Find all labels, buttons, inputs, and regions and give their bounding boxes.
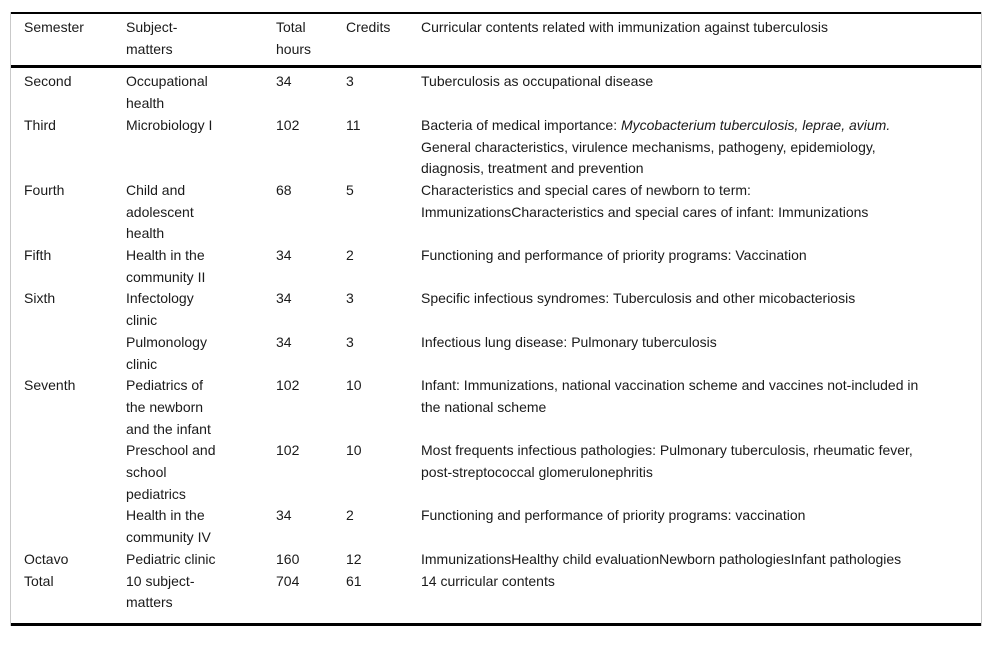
credits-cell: 12 [346, 550, 362, 567]
credits-cell: 2 [346, 247, 354, 264]
hours-cell: 102 [276, 442, 300, 459]
content-segment: 14 curricular contents [421, 572, 555, 589]
hours-cell: 34 [276, 333, 292, 350]
table-row: Sixth Infectology clinic 34 3 Specific i… [11, 288, 981, 331]
content-cell: Infant: Immunizations, national vaccinat… [421, 375, 981, 440]
subject-cell: 10 subject-matters [126, 572, 195, 611]
table-row: Total 10 subject-matters 704 61 14 curri… [11, 571, 981, 625]
subject-cell: Pediatric clinic [126, 550, 216, 567]
content-cell: Specific infectious syndromes: Tuberculo… [421, 288, 981, 331]
semester-cell [11, 440, 126, 505]
content-cell: ImmunizationsHealthy child evaluationNew… [421, 549, 981, 571]
credits-cell: 3 [346, 290, 354, 307]
credits-cell: 10 [346, 442, 362, 459]
table-row: Pulmonology clinic 34 3 Infectious lung … [11, 332, 981, 375]
hours-cell: 160 [276, 550, 300, 567]
curriculum-table: Semester Subject-matters Total hours Cre… [11, 12, 981, 626]
column-header-semester: Semester [11, 13, 126, 69]
content-segment-italic: Mycobacterium tuberculosis, leprae, aviu… [620, 116, 891, 133]
content-cell: Tuberculosis as occupational disease [421, 67, 981, 115]
content-cell: Functioning and performance of priority … [421, 245, 981, 288]
credits-cell: 10 [346, 377, 362, 394]
column-header-total-hours: Total hours [276, 13, 346, 69]
table-row: Third Microbiology I 102 11 Bacteria of … [11, 115, 981, 180]
subject-cell: Pulmonology clinic [126, 333, 207, 372]
table-body: Second Occupational health 34 3 Tubercul… [11, 67, 981, 625]
content-segment: Specific infectious syndromes: Tuberculo… [421, 290, 856, 307]
content-segment: Most frequents infectious pathologies: P… [421, 442, 913, 481]
table-header: Semester Subject-matters Total hours Cre… [11, 13, 981, 69]
content-cell: Characteristics and special cares of new… [421, 180, 981, 245]
table-figure: Semester Subject-matters Total hours Cre… [10, 12, 982, 626]
hours-cell: 102 [276, 377, 300, 394]
semester-cell: Total [24, 572, 54, 589]
credits-cell: 2 [346, 507, 354, 524]
subject-cell: Health in the community II [126, 247, 206, 285]
semester-cell: Second [24, 73, 72, 90]
table-row: Octavo Pediatric clinic 160 12 Immunizat… [11, 549, 981, 571]
credits-cell: 5 [346, 181, 354, 198]
credits-cell: 3 [346, 333, 354, 350]
column-header-subject-matters: Subject-matters [126, 13, 276, 69]
subject-cell: Microbiology I [126, 116, 213, 133]
subject-cell: Health in the community IV [126, 507, 211, 546]
content-segment: Characteristics and special cares of new… [421, 181, 869, 220]
semester-cell [11, 332, 126, 375]
hours-cell: 34 [276, 507, 292, 524]
column-header-credits: Credits [346, 13, 421, 69]
hours-cell: 34 [276, 73, 292, 90]
table-row: Fifth Health in the community II 34 2 Fu… [11, 245, 981, 288]
content-cell: Functioning and performance of priority … [421, 505, 981, 548]
hours-cell: 704 [276, 572, 300, 589]
subject-cell: Child and adolescent health [126, 181, 194, 242]
credits-cell: 3 [346, 73, 354, 90]
subject-cell: Occupational health [126, 73, 208, 112]
subject-cell: Pediatrics of the newborn and the infant [126, 377, 211, 437]
table-row: Preschool and school pediatrics 102 10 M… [11, 440, 981, 505]
semester-cell: Fourth [24, 181, 65, 198]
content-segment: Functioning and performance of priority … [421, 507, 806, 524]
content-segment: General characteristics, virulence mecha… [421, 138, 876, 177]
content-cell: 14 curricular contents [421, 571, 981, 625]
table-row: Health in the community IV 34 2 Function… [11, 505, 981, 548]
credits-cell: 11 [346, 116, 361, 133]
hours-cell: 68 [276, 181, 292, 198]
content-segment: Functioning and performance of priority … [421, 247, 807, 264]
table-row: Fourth Child and adolescent health 68 5 … [11, 180, 981, 245]
hours-cell: 34 [276, 290, 292, 307]
subject-cell: Preschool and school pediatrics [126, 442, 216, 502]
credits-cell: 61 [346, 572, 362, 589]
hours-cell: 102 [276, 116, 300, 133]
semester-cell: Octavo [24, 550, 69, 567]
content-cell: Bacteria of medical importance: Mycobact… [421, 115, 981, 180]
header-row: Semester Subject-matters Total hours Cre… [11, 13, 981, 69]
semester-cell: Fifth [24, 247, 52, 264]
content-segment: Bacteria of medical importance: [421, 116, 621, 133]
content-segment: Infectious lung disease: Pulmonary tuber… [421, 333, 717, 350]
subject-cell: Infectology clinic [126, 290, 194, 329]
semester-cell: Third [24, 116, 56, 133]
table-row: Second Occupational health 34 3 Tubercul… [11, 67, 981, 115]
content-cell: Infectious lung disease: Pulmonary tuber… [421, 332, 981, 375]
semester-cell [11, 505, 126, 548]
semester-cell: Sixth [24, 290, 56, 307]
hours-cell: 34 [276, 247, 292, 264]
table-row: Seventh Pediatrics of the newborn and th… [11, 375, 981, 440]
content-segment: ImmunizationsHealthy child evaluationNew… [421, 550, 902, 567]
content-cell: Most frequents infectious pathologies: P… [421, 440, 981, 505]
semester-cell: Seventh [24, 377, 76, 394]
content-segment: Tuberculosis as occupational disease [421, 73, 654, 90]
content-segment: Infant: Immunizations, national vaccinat… [421, 377, 919, 415]
column-header-curricular-contents: Curricular contents related with immuniz… [421, 13, 981, 69]
